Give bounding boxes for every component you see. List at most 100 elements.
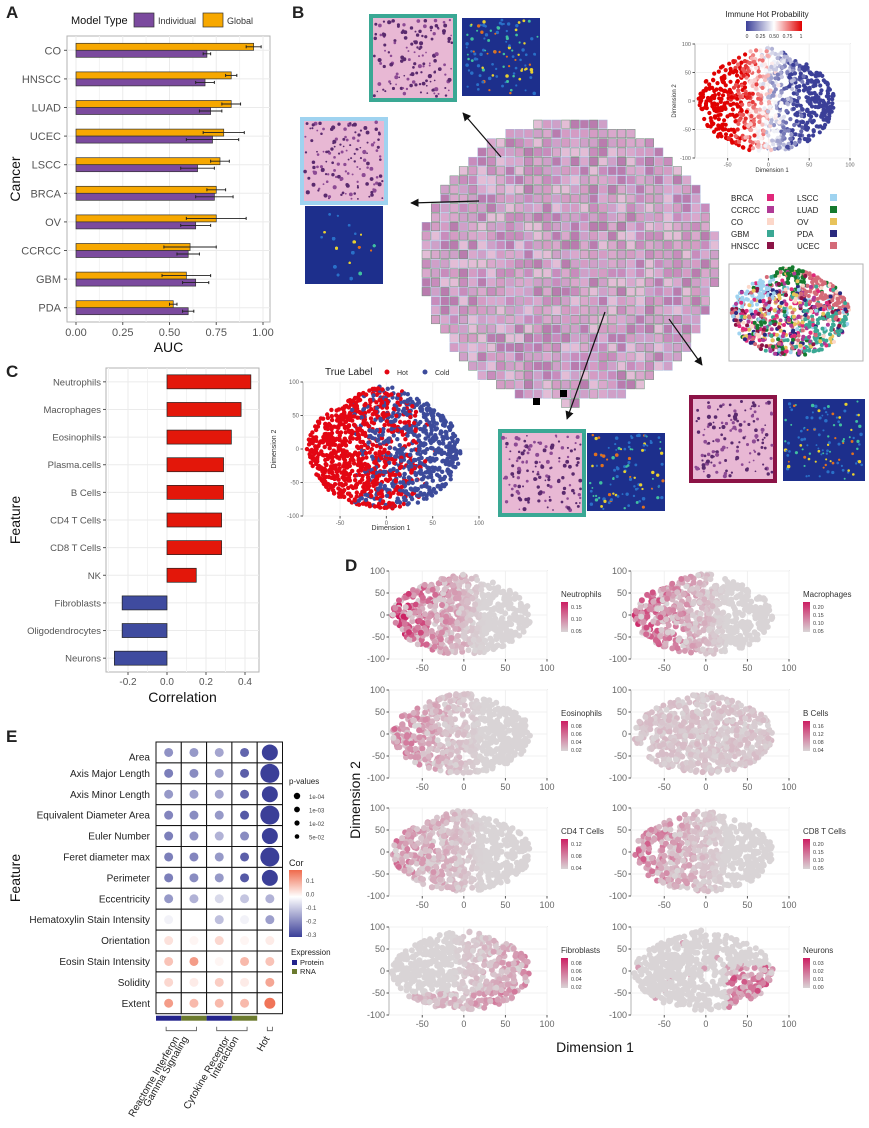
data-point bbox=[796, 333, 801, 338]
attention-spot bbox=[609, 498, 614, 502]
tile bbox=[589, 389, 599, 399]
tile bbox=[468, 240, 478, 250]
nucleus bbox=[444, 86, 447, 90]
data-point bbox=[751, 288, 756, 293]
nucleus bbox=[416, 19, 421, 23]
data-point bbox=[363, 497, 369, 502]
nucleus bbox=[715, 470, 719, 474]
tile bbox=[579, 138, 589, 148]
data-point bbox=[780, 351, 785, 355]
nucleus bbox=[522, 485, 525, 488]
inset-left-he-tissue bbox=[304, 121, 384, 201]
data-point bbox=[821, 334, 826, 339]
nucleus bbox=[410, 72, 415, 77]
nucleus bbox=[510, 493, 514, 497]
tile bbox=[561, 166, 571, 176]
attention-spot bbox=[784, 440, 787, 443]
attention-spot bbox=[508, 64, 511, 68]
attention-spot bbox=[836, 461, 840, 465]
legend-label: Global bbox=[227, 16, 253, 26]
data-point bbox=[761, 327, 766, 332]
data-point bbox=[768, 123, 773, 128]
attention-spot bbox=[824, 418, 828, 423]
tile bbox=[505, 203, 515, 213]
attention-spot bbox=[505, 35, 509, 39]
data-point bbox=[768, 88, 773, 93]
tile bbox=[496, 277, 506, 287]
attention-spot bbox=[785, 449, 788, 452]
nucleus bbox=[534, 460, 539, 465]
tile bbox=[589, 156, 599, 166]
data-point bbox=[748, 340, 753, 345]
attention-spot bbox=[481, 48, 485, 52]
nucleus bbox=[749, 407, 753, 411]
data-point bbox=[794, 91, 800, 97]
tile bbox=[551, 370, 561, 380]
data-point bbox=[756, 148, 761, 153]
tile bbox=[579, 249, 589, 259]
tile bbox=[691, 249, 701, 259]
attention-spot bbox=[593, 452, 598, 457]
tile bbox=[672, 212, 682, 222]
nucleus bbox=[337, 152, 341, 155]
data-point bbox=[796, 338, 801, 343]
nucleus bbox=[391, 19, 395, 23]
nucleus bbox=[393, 39, 397, 43]
nucleus bbox=[379, 62, 383, 65]
tile bbox=[663, 203, 673, 213]
nucleus bbox=[716, 408, 719, 411]
tile bbox=[458, 268, 468, 278]
tile bbox=[644, 156, 654, 166]
data-point bbox=[803, 317, 808, 322]
tile bbox=[617, 296, 627, 306]
data-point bbox=[445, 456, 450, 461]
data-point bbox=[727, 61, 732, 66]
data-point bbox=[781, 142, 786, 147]
attention-spot bbox=[848, 436, 851, 439]
tile bbox=[505, 342, 515, 352]
attention-spot bbox=[477, 88, 480, 91]
attention-spot bbox=[591, 464, 594, 468]
data-point bbox=[806, 99, 811, 104]
tile bbox=[710, 240, 720, 250]
tile bbox=[589, 240, 599, 250]
nucleus bbox=[516, 470, 521, 475]
tile bbox=[431, 222, 441, 232]
tile bbox=[449, 305, 459, 315]
tile bbox=[607, 342, 617, 352]
tile bbox=[570, 315, 580, 325]
panel-label-c: C bbox=[6, 362, 19, 381]
attention-spot bbox=[501, 84, 504, 88]
nucleus bbox=[384, 90, 387, 93]
nucleus bbox=[428, 74, 432, 78]
data-point bbox=[382, 422, 387, 428]
data-point bbox=[704, 79, 709, 84]
attention-spot bbox=[606, 458, 609, 461]
nucleus bbox=[761, 431, 764, 434]
bar bbox=[166, 485, 224, 500]
attention-spot bbox=[786, 464, 791, 469]
tile bbox=[682, 249, 692, 259]
tile bbox=[505, 166, 515, 176]
data-point bbox=[702, 116, 707, 122]
data-point bbox=[775, 56, 780, 61]
tile bbox=[672, 259, 682, 269]
nucleus bbox=[448, 18, 452, 22]
nucleus bbox=[345, 183, 350, 188]
data-point bbox=[818, 295, 823, 300]
tile bbox=[570, 203, 580, 213]
attention-spot bbox=[615, 448, 618, 451]
nucleus bbox=[757, 452, 761, 456]
nucleus bbox=[337, 174, 341, 179]
tile bbox=[626, 342, 636, 352]
nucleus bbox=[359, 157, 362, 160]
data-point bbox=[405, 392, 410, 397]
tile bbox=[700, 212, 710, 222]
data-point bbox=[809, 72, 815, 77]
attention-spot bbox=[489, 29, 493, 32]
data-point bbox=[795, 113, 800, 118]
tile bbox=[440, 277, 450, 287]
nucleus bbox=[576, 504, 580, 508]
tile bbox=[486, 305, 496, 315]
colorbar bbox=[746, 21, 802, 31]
